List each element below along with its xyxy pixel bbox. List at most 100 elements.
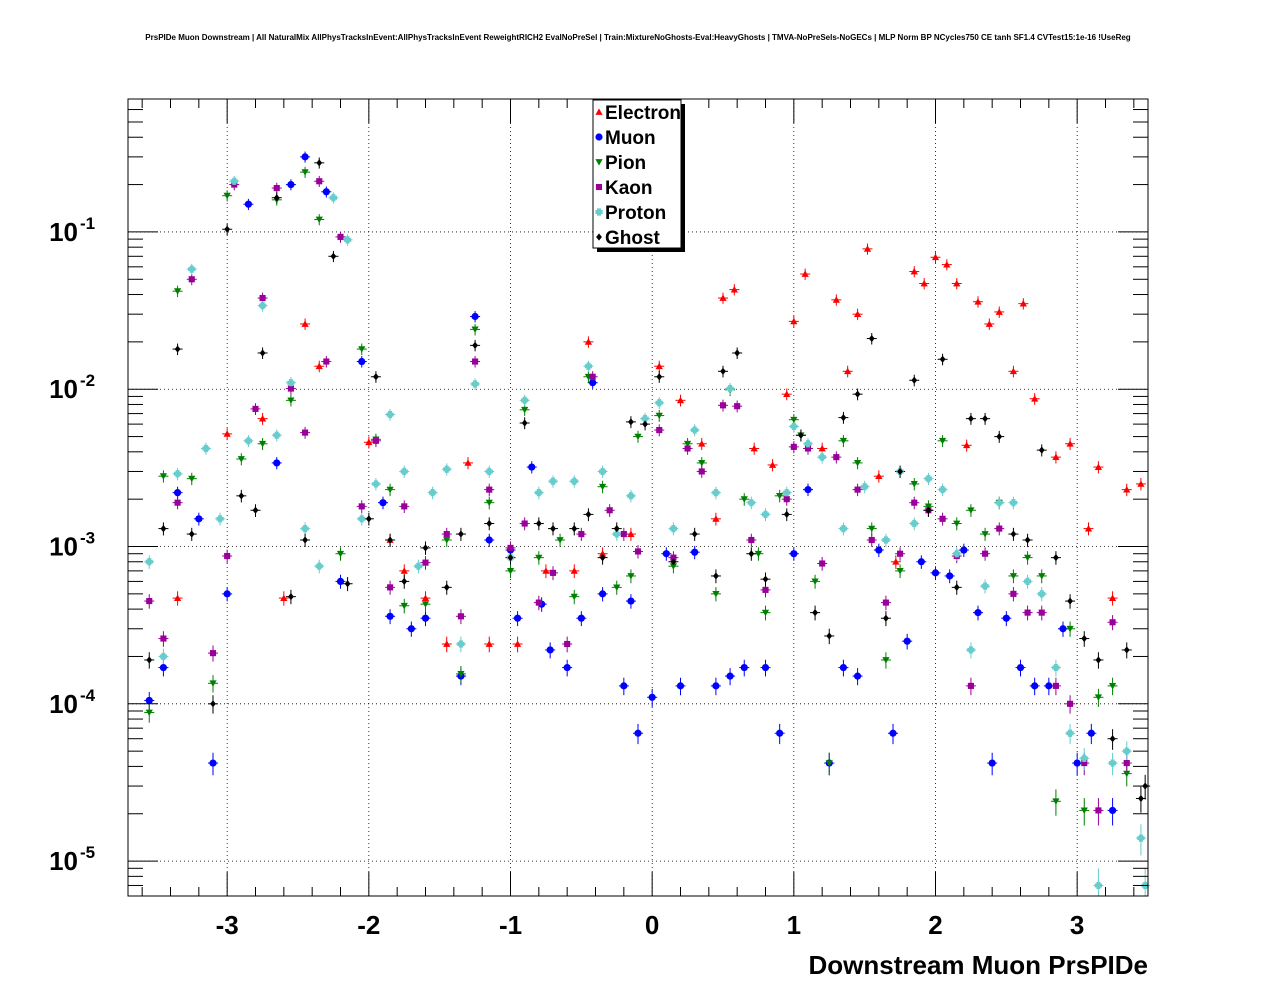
data-point — [982, 415, 988, 423]
data-point — [486, 486, 493, 493]
data-point — [535, 554, 543, 562]
data-point — [485, 467, 493, 476]
data-point — [939, 355, 946, 363]
data-point — [1009, 367, 1018, 375]
data-point — [259, 294, 266, 302]
y-tick-exponent: -3 — [80, 529, 95, 548]
data-point — [336, 577, 345, 586]
data-point — [598, 483, 607, 491]
data-point — [910, 267, 918, 275]
y-tick-exponent: -5 — [80, 843, 95, 862]
data-point — [421, 601, 430, 608]
x-tick-label: 3 — [1070, 910, 1084, 940]
data-point — [443, 465, 451, 473]
data-point — [628, 418, 634, 426]
data-point — [188, 265, 196, 273]
data-point — [863, 245, 872, 252]
data-point — [776, 729, 784, 737]
data-point — [712, 682, 720, 690]
data-point — [145, 709, 153, 717]
plot-frame — [127, 98, 1149, 897]
data-point — [634, 548, 642, 555]
data-point — [712, 489, 720, 497]
data-point — [1123, 486, 1131, 493]
data-point — [656, 427, 663, 434]
data-point — [301, 153, 309, 161]
data-point — [634, 729, 642, 737]
data-point — [174, 499, 181, 506]
data-point — [1095, 656, 1102, 664]
data-point — [669, 524, 678, 533]
data-point — [1081, 760, 1088, 767]
data-point — [287, 397, 295, 404]
data-point — [486, 519, 493, 528]
data-point — [1010, 530, 1017, 538]
data-point — [995, 308, 1003, 315]
data-point — [173, 288, 182, 295]
data-point — [655, 362, 663, 370]
data-point — [883, 614, 889, 622]
data-point — [804, 445, 812, 452]
data-point — [1066, 729, 1074, 737]
data-point — [485, 536, 493, 544]
legend-box — [592, 99, 682, 249]
data-point — [748, 536, 755, 544]
data-point — [535, 519, 542, 528]
data-point — [627, 573, 635, 580]
data-point — [627, 530, 635, 537]
data-point — [882, 657, 890, 664]
data-point — [188, 276, 195, 283]
data-point — [330, 252, 337, 260]
data-point — [280, 594, 288, 601]
data-point — [982, 550, 989, 557]
data-point — [535, 489, 543, 497]
data-point — [854, 486, 861, 493]
data-point — [606, 507, 613, 514]
data-point — [379, 499, 387, 507]
legend-marker — [595, 133, 603, 141]
data-point — [1067, 597, 1073, 605]
data-point — [273, 459, 281, 467]
x-tick-label: 2 — [928, 910, 942, 940]
data-point — [853, 460, 862, 467]
data-point — [798, 431, 804, 439]
data-point — [839, 437, 848, 445]
data-point — [159, 473, 168, 480]
data-point — [1016, 663, 1025, 672]
data-point — [683, 440, 692, 448]
data-point — [1108, 683, 1117, 690]
data-point — [159, 663, 168, 672]
data-point — [570, 567, 578, 574]
data-point — [599, 554, 606, 562]
data-point — [287, 385, 294, 392]
data-point — [223, 590, 231, 598]
data-point — [373, 373, 379, 381]
data-point — [1038, 609, 1045, 616]
data-point — [953, 583, 960, 591]
data-point — [589, 379, 597, 387]
data-point — [868, 536, 875, 544]
data-point — [750, 444, 758, 452]
data-point — [967, 646, 975, 654]
data-point — [1094, 463, 1103, 470]
data-point — [358, 346, 366, 353]
y-tick-label: 10 — [49, 217, 78, 247]
data-point — [1138, 794, 1144, 803]
data-point — [953, 279, 961, 287]
y-tick-labels: 10-110-210-310-410-5 — [49, 214, 96, 876]
data-point — [985, 320, 993, 327]
data-point — [875, 472, 883, 480]
data-point — [584, 362, 593, 370]
data-point — [911, 376, 918, 384]
x-tick-label: -2 — [357, 910, 380, 940]
data-point — [244, 437, 253, 445]
data-point — [811, 578, 819, 586]
data-point — [387, 536, 393, 544]
data-point — [145, 696, 153, 705]
data-point — [712, 515, 720, 522]
data-point — [1031, 682, 1039, 690]
data-point — [507, 554, 514, 562]
data-point — [365, 515, 372, 523]
data-point — [188, 475, 196, 483]
